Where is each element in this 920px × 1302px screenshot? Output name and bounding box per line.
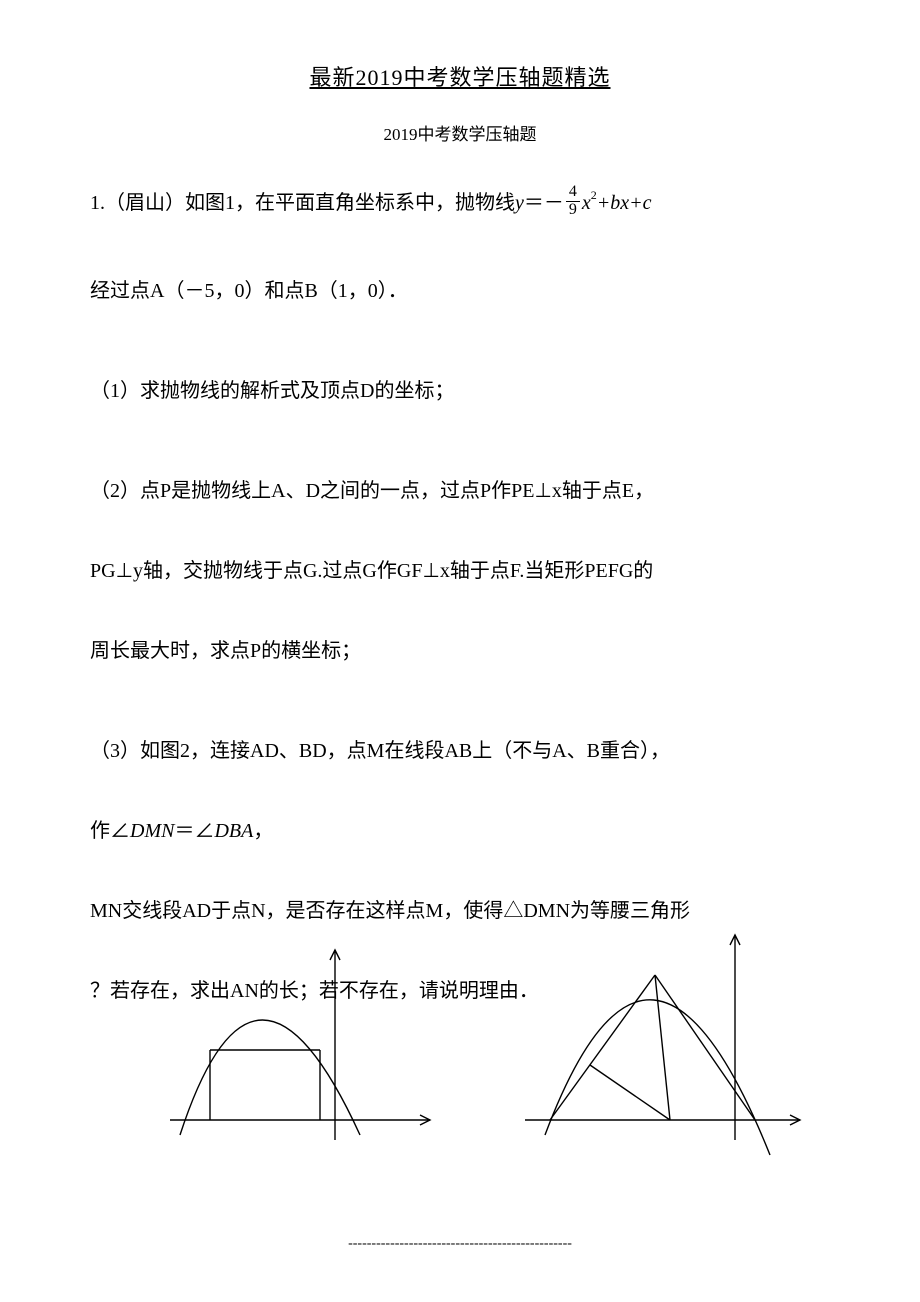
q3b-b: DMN [130,820,174,842]
eq-plus2: + [629,185,643,221]
question-2c: 周长最大时，求点P的横坐标； [90,631,830,671]
chart-figure-2 [510,930,810,1180]
eq-x: x [582,185,591,221]
eq-x2: x [620,185,629,221]
question-3d: ？若存在，求出AN的长；若不存在，请说明理由． [90,971,830,1011]
page-title: 最新2019中考数学压轴题精选 [90,60,830,92]
question-1: （1）求抛物线的解析式及顶点D的坐标； [90,371,830,411]
eq-plus1: + [597,185,611,221]
eq-frac-num: 4 [566,184,580,202]
question-3a: （3）如图2，连接AD、BD，点M在线段AB上（不与A、B重合）， [90,731,830,771]
footer-dashes: ----------------------------------------… [0,1236,920,1252]
intro-text-b: 经过点A（－5，0）和点B（1，0）． [90,271,830,311]
eq-equals: ＝－ [524,185,564,221]
q3b-c: ＝∠ [174,820,214,842]
q3b-a: 作∠ [90,820,130,842]
eq-c: c [643,185,652,221]
problem-intro: 1.（眉山）如图1，在平面直角坐标系中，抛物线 y ＝－ 4 9 x2+bx+c [90,185,830,221]
q3b-d: DBA [214,820,253,842]
q3b-e: ， [253,820,273,842]
page-subtitle: 2019中考数学压轴题 [90,120,830,145]
question-3c: MN交线段AD于点N，是否存在这样点M，使得△DMN为等腰三角形 [90,891,830,931]
eq-y: y [515,185,524,221]
question-2b: PG⊥y轴，交抛物线于点G.过点G作GF⊥x轴于点F.当矩形PEFG的 [90,551,830,591]
eq-fraction: 4 9 [566,184,580,219]
question-2a: （2）点P是抛物线上A、D之间的一点，过点P作PE⊥x轴于点E， [90,471,830,511]
eq-frac-den: 9 [566,202,580,219]
question-3b: 作∠DMN＝∠DBA， [90,811,830,851]
eq-b: b [610,185,620,221]
intro-text-a: 1.（眉山）如图1，在平面直角坐标系中，抛物线 [90,185,515,221]
